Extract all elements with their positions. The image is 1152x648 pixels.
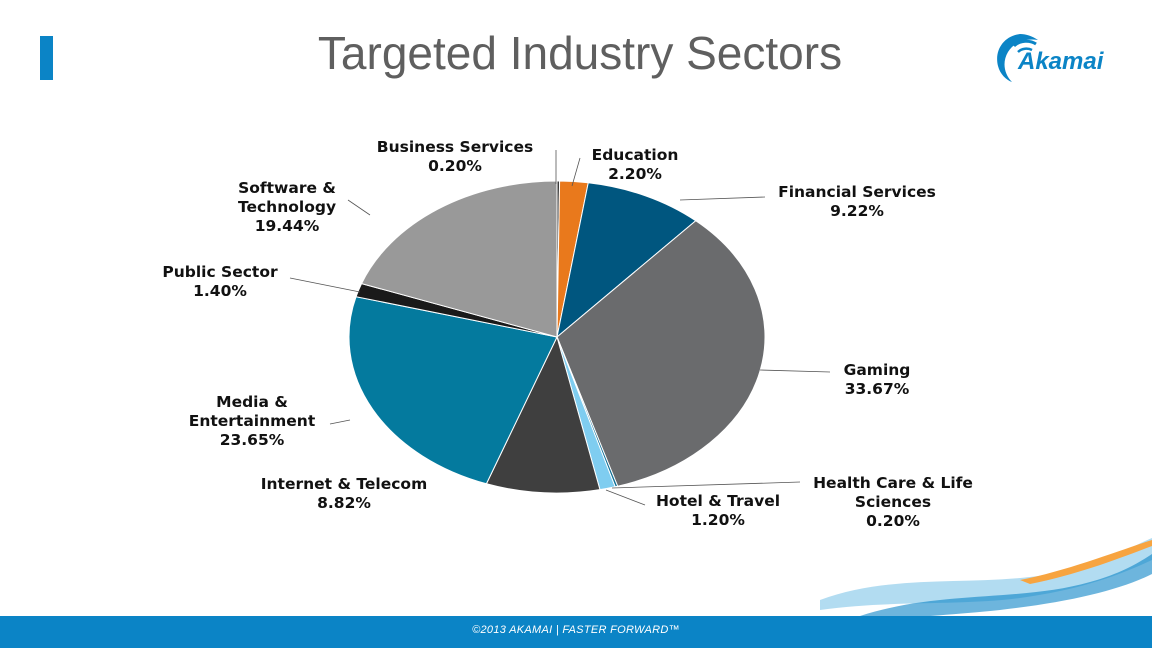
slice-label-line: 0.20% bbox=[428, 157, 482, 175]
slice-label-line: 9.22% bbox=[830, 202, 884, 220]
slice-label-line: Public Sector bbox=[162, 263, 278, 281]
pie-slice-media-entertainment bbox=[348, 296, 558, 485]
slice-label: Education 2.20% bbox=[592, 146, 679, 183]
footer-bar bbox=[0, 616, 1152, 648]
slice-label-line: Software & bbox=[238, 179, 336, 197]
pie-slice-software-technology bbox=[360, 180, 558, 338]
slice-label: Business Services 0.20% bbox=[377, 138, 533, 175]
slice-label: Financial Services 9.22% bbox=[778, 183, 936, 220]
slice-label-line: Business Services bbox=[377, 138, 533, 156]
decorative-swoosh bbox=[820, 538, 1152, 620]
leader-line bbox=[347, 199, 371, 216]
slice-label-line: Gaming bbox=[844, 361, 911, 379]
slice-label: Public Sector 1.40% bbox=[162, 263, 278, 300]
slice-label-line: Sciences bbox=[855, 493, 931, 511]
slice-label-line: 0.20% bbox=[866, 512, 920, 530]
slice-label-line: 8.82% bbox=[317, 494, 371, 512]
leader-line bbox=[605, 489, 646, 506]
leader-line bbox=[611, 481, 801, 489]
logo-wordmark: Akamai bbox=[1018, 48, 1104, 75]
leader-line bbox=[679, 196, 766, 201]
leader-line bbox=[571, 157, 581, 187]
footer-text: ©2013 AKAMAI | FASTER FORWARD™ bbox=[472, 624, 680, 636]
pie-slice-internet-telecom bbox=[485, 335, 601, 494]
slice-label-line: 1.20% bbox=[691, 511, 745, 529]
slice-label-line: 33.67% bbox=[845, 380, 910, 398]
slice-label: Software & Technology 19.44% bbox=[238, 179, 336, 235]
slice-label-line: Media & bbox=[216, 393, 288, 411]
slice-label-line: 23.65% bbox=[220, 431, 285, 449]
slice-label-line: Internet & Telecom bbox=[261, 475, 427, 493]
akamai-logo-icon bbox=[997, 34, 1038, 82]
slice-label: Hotel & Travel 1.20% bbox=[656, 492, 780, 529]
slice-label-line: Education bbox=[592, 146, 679, 164]
pie-slice-financial-services bbox=[556, 182, 697, 339]
slice-label-line: Health Care & Life bbox=[813, 474, 973, 492]
leader-line bbox=[289, 277, 361, 293]
slice-label-line: Entertainment bbox=[189, 412, 316, 430]
slice-label-line: Hotel & Travel bbox=[656, 492, 780, 510]
slice-label-line: 19.44% bbox=[255, 217, 320, 235]
accent-bar bbox=[40, 36, 53, 80]
slice-label-line: Financial Services bbox=[778, 183, 936, 201]
slice-label-line: Technology bbox=[238, 198, 336, 216]
slide-title: Targeted Industry Sectors bbox=[317, 27, 843, 79]
slice-label: Gaming 33.67% bbox=[844, 361, 911, 398]
slice-label: Internet & Telecom 8.82% bbox=[261, 475, 427, 512]
leader-line bbox=[329, 419, 351, 425]
slice-label: Health Care & Life Sciences 0.20% bbox=[813, 474, 973, 530]
leader-line bbox=[759, 369, 831, 373]
slice-label: Media & Entertainment 23.65% bbox=[189, 393, 316, 449]
pie-slice-gaming bbox=[556, 220, 766, 487]
slice-label-line: 2.20% bbox=[608, 165, 662, 183]
slice-label-line: 1.40% bbox=[193, 282, 247, 300]
